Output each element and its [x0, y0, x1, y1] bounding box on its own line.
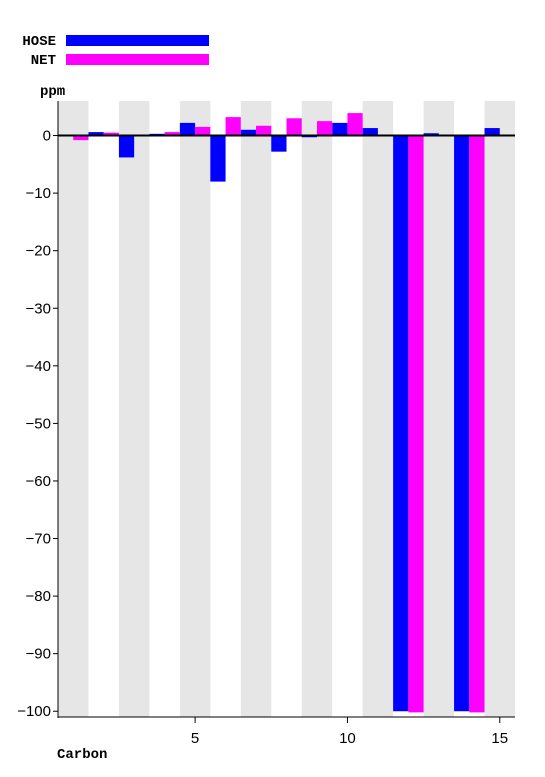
- y-tick-label: −50: [26, 415, 51, 432]
- bar-net-carbon-9: [316, 121, 333, 136]
- legend-label-hose: HOSE: [22, 34, 56, 50]
- legend-swatch-net: [66, 54, 209, 65]
- y-tick-label: 0: [43, 128, 51, 145]
- shaded-column: [301, 101, 333, 717]
- bar-hose-carbon-7: [240, 129, 257, 136]
- x-tick-label: 10: [339, 730, 356, 747]
- bar-hose-carbon-2: [88, 132, 104, 136]
- y-tick-label: −40: [26, 358, 51, 375]
- shaded-column: [240, 101, 272, 717]
- bar-net-carbon-10: [347, 113, 363, 136]
- bars: [73, 113, 500, 713]
- legend: HOSE NET: [22, 34, 209, 69]
- bar-net-carbon-7: [256, 125, 272, 136]
- legend-swatch-hose: [66, 35, 209, 46]
- y-tick-label: −60: [26, 473, 51, 490]
- y-tick-label: −80: [26, 588, 51, 605]
- y-tick-label: −70: [26, 531, 51, 548]
- shaded-column: [423, 101, 455, 717]
- axes: 0 −10 −20 −30 −40 −50 −60 −70 −80 −90 −100 5 10 15 ppm…: [17, 84, 515, 763]
- y-tick-label: −10: [26, 185, 51, 202]
- bar-net-carbon-5: [195, 126, 211, 136]
- bar-hose-carbon-15: [484, 128, 500, 136]
- x-tick-label: 15: [491, 730, 508, 747]
- bar-hose-carbon-11: [362, 128, 378, 136]
- bar-hose-carbon-8: [271, 135, 287, 152]
- shaded-column: [484, 101, 515, 717]
- bar-hose-carbon-5: [179, 122, 196, 136]
- bar-hose-carbon-13: [423, 133, 439, 136]
- y-tick-label: −20: [26, 243, 51, 260]
- x-axis-label: Carbon: [57, 747, 107, 763]
- bar-hose-carbon-12: [393, 135, 409, 712]
- shaded-column: [58, 101, 89, 717]
- bar-net-carbon-12: [408, 135, 424, 713]
- y-axis-label: ppm: [40, 84, 65, 100]
- legend-label-net: NET: [31, 53, 56, 69]
- bar-hose-carbon-14: [454, 135, 470, 712]
- shaded-column: [362, 101, 394, 717]
- y-tick-label: −100: [17, 703, 51, 720]
- bar-net-carbon-1: [73, 135, 89, 141]
- x-tick-label: 5: [191, 730, 199, 747]
- shaded-column: [179, 101, 211, 717]
- shaded-column: [118, 101, 150, 717]
- y-tick-label: −30: [26, 300, 51, 317]
- bar-hose-carbon-3: [118, 135, 135, 158]
- bar-net-carbon-6: [225, 117, 241, 136]
- bar-net-carbon-8: [286, 118, 302, 136]
- bar-net-carbon-14: [469, 135, 485, 713]
- column-bands: [58, 101, 515, 717]
- bar-net-carbon-2: [103, 132, 119, 136]
- bar-hose-carbon-6: [210, 135, 226, 182]
- bar-hose-carbon-10: [332, 122, 348, 136]
- y-tick-label: −90: [26, 646, 51, 663]
- bar-net-carbon-4: [164, 132, 180, 136]
